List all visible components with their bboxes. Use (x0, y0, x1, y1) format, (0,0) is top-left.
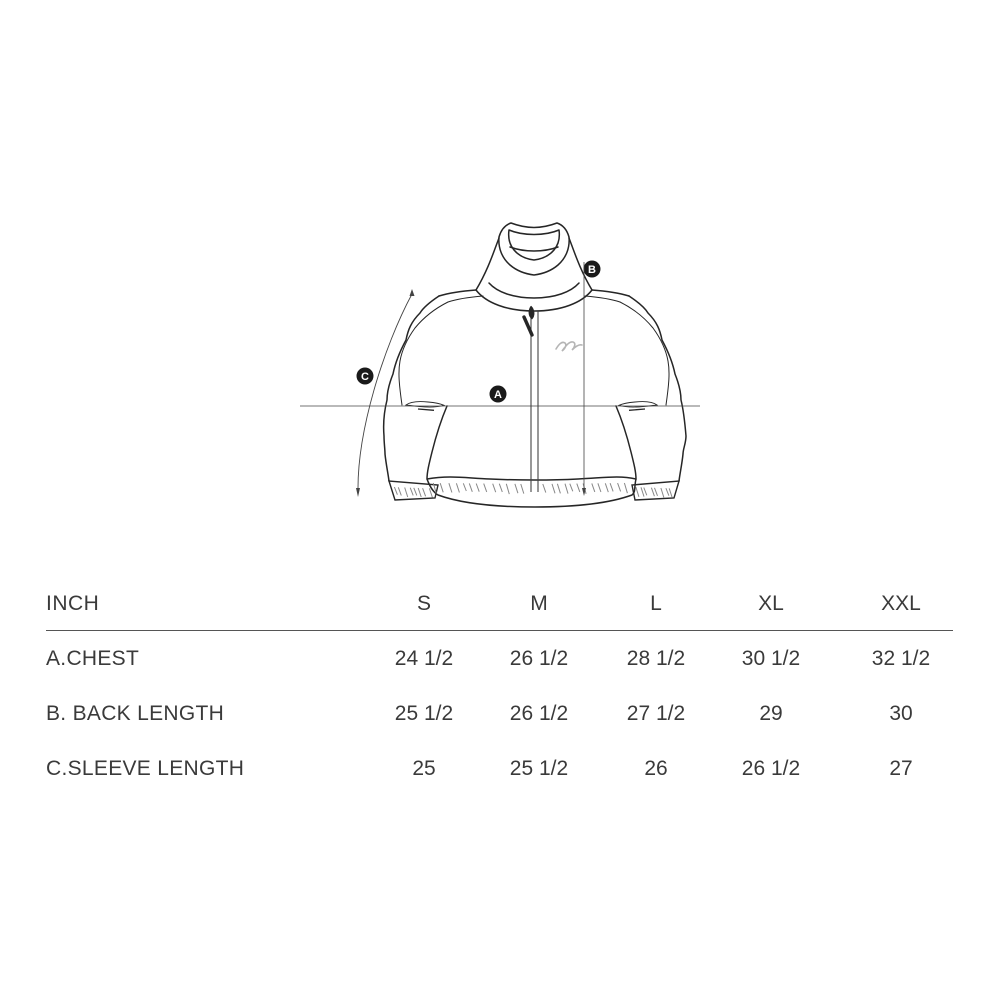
svg-text:C: C (361, 371, 369, 383)
svg-text:A: A (494, 389, 502, 401)
svg-text:B: B (588, 264, 596, 276)
